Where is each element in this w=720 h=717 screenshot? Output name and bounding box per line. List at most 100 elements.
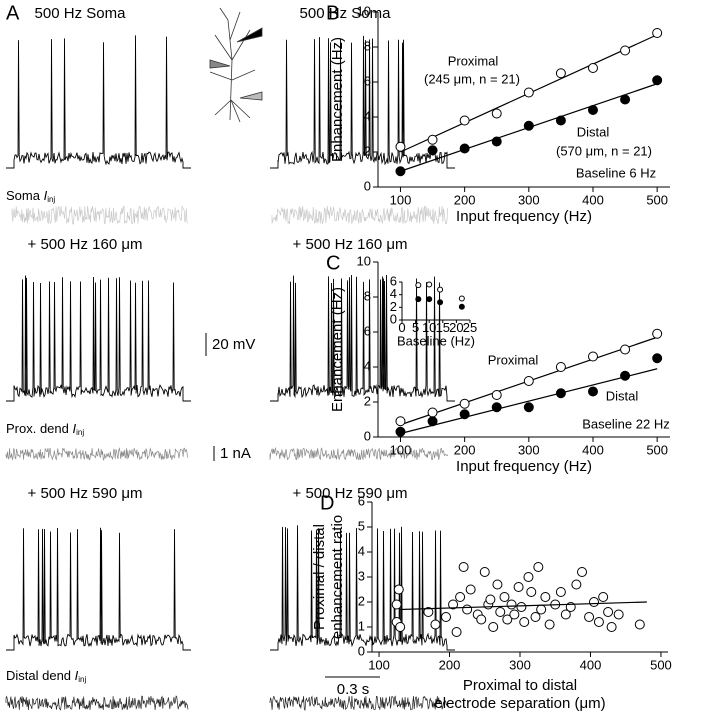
current-trace [269, 695, 448, 712]
label-part: inj [47, 195, 55, 204]
data-point [427, 416, 438, 427]
data-point [458, 295, 465, 302]
data-point [437, 299, 444, 306]
annotation: Proximal [488, 352, 539, 367]
data-point [491, 390, 502, 400]
data-point [415, 296, 422, 303]
y-tick-label: 4 [390, 286, 397, 301]
annotation: Baseline 22 Hz [582, 416, 669, 431]
y-tick-label: 0 [364, 178, 371, 193]
data-point [519, 617, 530, 627]
annotation: Proximal [448, 53, 499, 68]
data-point [593, 617, 604, 627]
fit-line [400, 601, 647, 611]
x-tick-label: 100 [390, 443, 412, 458]
y-axis-label: enhancement ratio [329, 515, 346, 639]
data-point [652, 353, 663, 364]
y-tick-label: 0 [358, 643, 365, 658]
voltage-trace [6, 527, 191, 651]
x-tick-label: 100 [390, 193, 412, 208]
trace-title: + 500 Hz 160 μm [28, 236, 143, 253]
x-tick-label: 400 [582, 443, 604, 458]
y-tick-label: 3 [358, 568, 365, 583]
data-point [465, 584, 476, 595]
data-point [544, 619, 555, 630]
data-point [577, 567, 588, 577]
data-point [459, 409, 470, 420]
data-point [652, 28, 663, 38]
trace-title: 500 Hz Soma [35, 5, 127, 22]
label-part: Prox. dend [6, 421, 73, 436]
voltage-trace [270, 275, 455, 402]
y-axis-label: Enhancement (Hz) [329, 37, 346, 162]
x-tick-label: 20 [449, 320, 463, 335]
data-point [523, 87, 534, 98]
data-point [613, 609, 624, 620]
x-tick-label: 500 [646, 443, 668, 458]
data-point [606, 622, 617, 632]
y-tick-label: 2 [364, 393, 371, 408]
current-trace [11, 204, 189, 225]
data-point [491, 402, 502, 413]
y-tick-label: 6 [358, 493, 365, 508]
current-label: Distal dend Iinj [6, 668, 87, 684]
panel-label: B [326, 2, 339, 24]
annotation: Baseline 6 Hz [576, 165, 656, 180]
x-tick-label: 10 [422, 320, 436, 335]
data-point [459, 143, 470, 154]
data-point [495, 607, 506, 617]
data-point [598, 592, 609, 602]
data-point [491, 136, 502, 147]
trace-title: 500 Hz Soma [300, 5, 392, 22]
x-tick-label: 0 [398, 320, 405, 335]
current-trace [5, 447, 189, 461]
data-point [395, 622, 406, 632]
x-tick-label: 400 [582, 193, 604, 208]
data-point [513, 582, 524, 592]
data-point [491, 108, 502, 119]
panel-label: C [326, 252, 340, 274]
data-point [540, 592, 551, 602]
current-label: Soma Iinj [6, 188, 55, 204]
y-tick-label: 1 [358, 618, 365, 633]
y-axis-label: Proximal / distal [311, 524, 328, 630]
y-tick-label: 4 [358, 543, 365, 558]
scale-label: 0.3 s [337, 681, 370, 698]
data-point [488, 622, 499, 632]
panel-label: A [6, 2, 20, 24]
y-axis-label: Enhancement (Hz) [329, 287, 346, 412]
y-tick-label: 10 [357, 253, 371, 268]
data-point [430, 619, 441, 630]
label-part: I [75, 668, 79, 683]
data-point [441, 612, 451, 622]
data-point [499, 592, 510, 602]
y-tick-label: 10 [357, 3, 371, 18]
x-tick-label: 300 [509, 658, 531, 673]
voltage-trace [6, 35, 191, 169]
trace-title: + 500 Hz 590 μm [28, 485, 143, 502]
x-tick-label: 25 [463, 320, 477, 335]
data-point [652, 328, 663, 339]
x-tick-label: 500 [650, 658, 672, 673]
annotation: Distal [606, 388, 639, 403]
data-point [533, 562, 544, 572]
y-tick-label: 2 [364, 143, 371, 158]
x-axis-label: Proximal to distal [463, 677, 577, 694]
data-point [620, 94, 631, 105]
annotation: (570 μm, n = 21) [556, 143, 652, 158]
y-tick-label: 2 [358, 593, 365, 608]
annotation: Distal [577, 124, 610, 139]
x-tick-label: 400 [580, 658, 602, 673]
x-axis-label: electrode separation (μm) [434, 695, 605, 712]
data-point [509, 609, 520, 620]
data-point [506, 599, 517, 610]
y-tick-label: 0 [390, 311, 397, 326]
label-part: inj [78, 675, 86, 684]
fit-line [400, 368, 658, 435]
data-point [462, 604, 473, 615]
current-trace [271, 205, 449, 225]
neuron-icon [209, 7, 263, 123]
x-tick-label: 300 [518, 443, 540, 458]
data-point [536, 604, 547, 615]
data-point [555, 362, 566, 372]
